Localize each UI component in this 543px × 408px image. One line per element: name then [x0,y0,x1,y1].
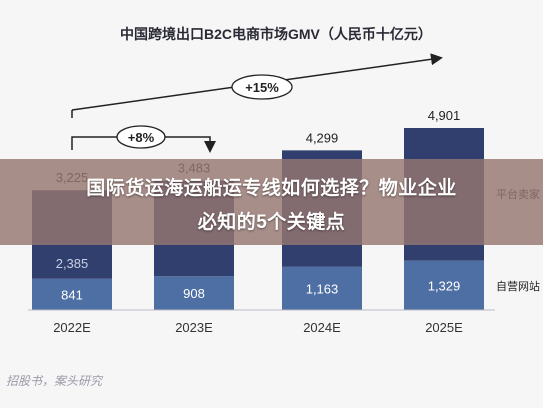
banner-title-line-1: 国际货运海运船运专线如何选择？物业企业 [86,178,457,199]
data-label-self-operated-2025E: 1,329 [428,278,461,293]
source-watermark: 招股书，案头研究 [6,374,103,388]
bar-segment-self-operated-2022E [32,278,112,310]
x-tick-label-2023E: 2023E [175,320,213,335]
growth-badge-8 [116,125,166,149]
growth-label-15: +15% [245,80,279,95]
banner-title-line-2: 必知的5个关键点 [197,212,346,233]
x-tick-label-2025E: 2025E [425,320,463,335]
data-label-third-party-2022E: 2,385 [56,256,89,271]
chart-title: 中国跨境出口B2C电商市场GMV（人民币十亿元） [120,26,432,42]
data-label-self-operated-2023E: 908 [183,286,205,301]
x-tick-label-2022E: 2022E [53,320,91,335]
bar-segment-self-operated-2024E [282,266,362,310]
overlay-banner: 国际货运海运船运专线如何选择？物业企业 必知的5个关键点 [0,159,543,245]
growth-label-8: +8% [128,130,155,145]
data-label-self-operated-2022E: 841 [61,287,83,302]
bar-segment-self-operated-2023E [154,276,234,310]
x-tick-label-2024E: 2024E [303,320,341,335]
data-label-self-operated-2024E: 1,163 [306,281,339,296]
growth-badge-15 [231,74,293,100]
bar-segment-self-operated-2025E [404,260,484,310]
total-label-2025E: 4,901 [428,108,461,123]
total-label-2024E: 4,299 [306,130,339,145]
legend-entry-self-operated: 自营网站 [496,279,540,293]
